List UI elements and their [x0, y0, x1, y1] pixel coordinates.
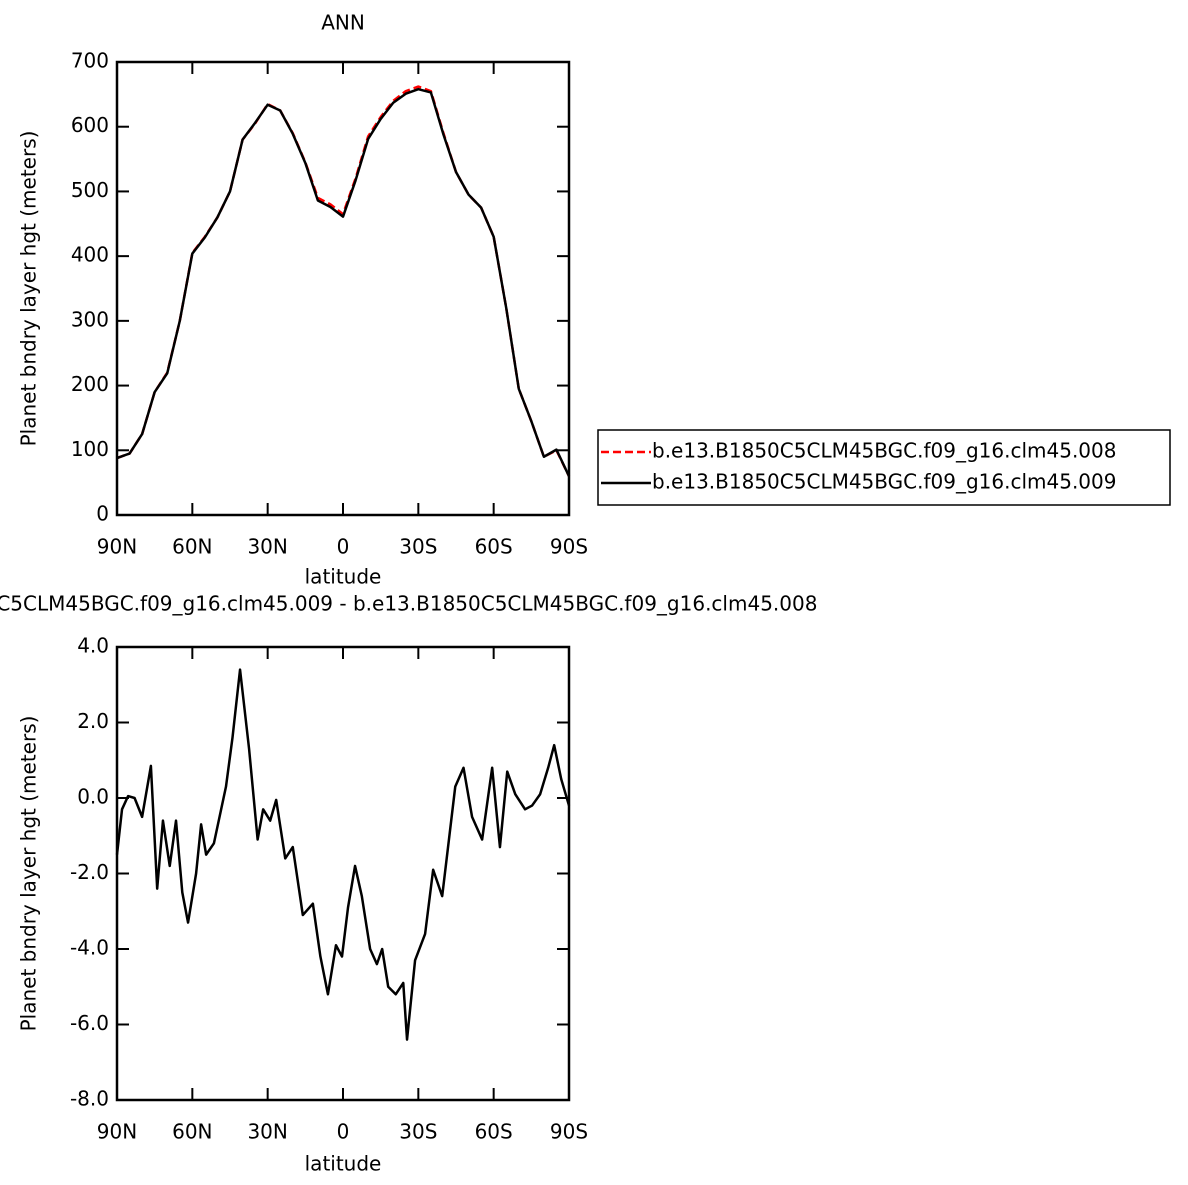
y-tick-label: 400	[71, 243, 109, 267]
y-axis-label: Planet bndry layer hgt (meters)	[17, 716, 41, 1032]
data-line	[115, 668, 571, 1041]
y-tick-label: -4.0	[70, 936, 109, 960]
y-tick-label: -2.0	[70, 860, 109, 884]
chart-title: ANN	[321, 11, 365, 35]
data-line	[116, 87, 571, 477]
y-tick-label: 600	[71, 113, 109, 137]
x-tick-label: 30S	[399, 1120, 437, 1144]
x-tick-label: 60S	[475, 535, 513, 559]
legend-label: b.e13.B1850C5CLM45BGC.f09_g16.clm45.009	[652, 470, 1116, 494]
x-tick-label: 60N	[172, 1120, 212, 1144]
y-tick-label: -8.0	[70, 1087, 109, 1111]
y-tick-label: 700	[71, 49, 109, 73]
x-axis-label: latitude	[305, 1152, 382, 1176]
x-tick-label: 60N	[172, 535, 212, 559]
y-tick-label: 500	[71, 178, 109, 202]
chart-title: b.e13.B1850C5CLM45BGC.f09_g16.clm45.009 …	[0, 592, 817, 616]
x-tick-label: 90S	[550, 535, 588, 559]
x-tick-label: 30N	[247, 1120, 287, 1144]
y-tick-label: 0.0	[77, 785, 109, 809]
y-tick-label: 0	[96, 502, 109, 526]
y-tick-label: 2.0	[77, 709, 109, 733]
x-tick-label: 90S	[550, 1120, 588, 1144]
y-tick-label: 200	[71, 372, 109, 396]
x-tick-label: 30S	[399, 535, 437, 559]
y-axis-label: Planet bndry layer hgt (meters)	[17, 131, 41, 447]
legend-box	[597, 429, 1171, 506]
x-tick-label: 90N	[97, 535, 137, 559]
plot-frame	[115, 645, 571, 1102]
y-tick-label: 100	[71, 437, 109, 461]
x-tick-label: 90N	[97, 1120, 137, 1144]
x-tick-label: 0	[337, 535, 350, 559]
x-axis-label: latitude	[305, 565, 382, 589]
y-tick-label: -6.0	[70, 1011, 109, 1035]
x-tick-label: 30N	[247, 535, 287, 559]
y-tick-label: 300	[71, 307, 109, 331]
y-tick-label: 4.0	[77, 634, 109, 658]
legend-label: b.e13.B1850C5CLM45BGC.f09_g16.clm45.008	[652, 439, 1116, 463]
x-tick-label: 0	[337, 1120, 350, 1144]
plot-frame	[115, 60, 571, 517]
x-tick-label: 60S	[475, 1120, 513, 1144]
